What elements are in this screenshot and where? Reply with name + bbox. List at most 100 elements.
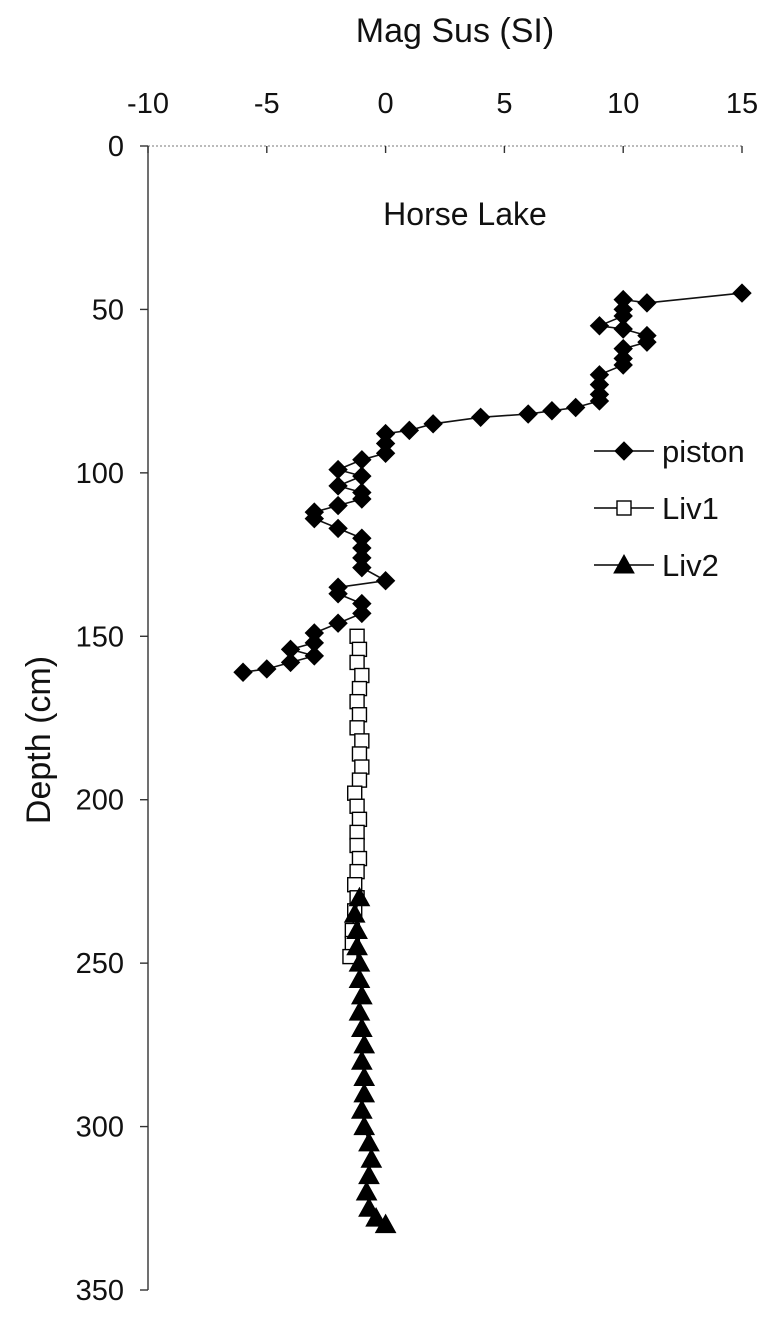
data-point-piston xyxy=(732,283,752,303)
data-point-piston xyxy=(470,407,491,427)
data-point-liv2 xyxy=(374,1213,397,1234)
data-point-liv1 xyxy=(349,863,365,880)
data-point-piston xyxy=(423,414,443,434)
x-tick-label: 0 xyxy=(378,88,394,120)
data-point-liv1 xyxy=(354,667,370,684)
data-point-piston xyxy=(328,495,348,516)
data-point-liv2 xyxy=(343,903,366,923)
x-tick-label: 10 xyxy=(607,88,639,120)
legend-marker xyxy=(614,441,634,461)
x-axis-ticks: -10 -5 0 5 10 15 xyxy=(127,88,758,153)
data-point-piston xyxy=(375,443,396,463)
legend-label: Liv1 xyxy=(662,491,719,526)
data-point-liv1 xyxy=(351,772,368,788)
data-point-liv2 xyxy=(348,968,371,988)
series-piston xyxy=(233,283,752,682)
data-point-piston xyxy=(352,450,372,470)
data-point-piston xyxy=(257,659,277,679)
data-point-liv2 xyxy=(358,1164,380,1185)
data-point-liv1 xyxy=(351,746,368,762)
data-point-piston xyxy=(304,646,325,666)
data-point-piston xyxy=(613,355,633,375)
data-point-liv1 xyxy=(349,720,365,736)
data-point-piston xyxy=(280,652,301,673)
data-point-liv1 xyxy=(354,733,370,749)
data-point-piston xyxy=(328,584,348,604)
data-point-liv2 xyxy=(353,1033,376,1054)
data-point-liv2 xyxy=(348,1001,371,1021)
data-point-liv2 xyxy=(350,1099,373,1119)
y-tick-label: 250 xyxy=(76,948,124,980)
y-tick-label: 100 xyxy=(76,458,124,490)
data-point-liv1 xyxy=(349,837,365,854)
data-point-piston xyxy=(352,466,372,486)
data-point-liv2 xyxy=(365,1207,387,1227)
data-point-liv1 xyxy=(351,707,368,723)
y-tick-label: 300 xyxy=(76,1112,124,1144)
data-point-liv1 xyxy=(351,850,368,867)
data-point-piston xyxy=(542,401,562,421)
data-point-piston xyxy=(328,476,348,496)
data-point-piston xyxy=(375,571,396,591)
data-point-piston xyxy=(328,613,348,633)
data-point-liv1 xyxy=(349,798,365,814)
legend-label: Liv2 xyxy=(662,548,719,583)
data-point-piston xyxy=(352,489,372,509)
data-point-piston xyxy=(613,319,633,339)
data-point-piston xyxy=(304,508,325,529)
legend-label: piston xyxy=(662,434,745,469)
y-tick-label: 50 xyxy=(92,294,124,326)
data-point-liv2 xyxy=(350,1017,373,1038)
data-point-liv2 xyxy=(360,1148,383,1168)
data-point-piston xyxy=(233,662,253,682)
data-point-liv2 xyxy=(355,1180,378,1201)
series-layer xyxy=(233,283,752,1234)
data-point-piston xyxy=(328,518,348,539)
data-point-piston xyxy=(589,391,610,411)
legend-item-liv2: Liv2 xyxy=(594,548,719,583)
data-point-piston xyxy=(565,397,586,418)
y-tick-label: 150 xyxy=(76,621,124,653)
data-point-liv1 xyxy=(354,759,370,775)
legend-marker xyxy=(613,553,635,574)
data-point-liv2 xyxy=(346,935,368,956)
data-point-liv1 xyxy=(351,680,368,697)
series-liv2 xyxy=(343,886,397,1234)
data-point-piston xyxy=(399,420,420,441)
data-point-liv1 xyxy=(349,693,365,710)
data-point-liv2 xyxy=(353,1115,376,1136)
data-point-liv1 xyxy=(349,628,365,644)
data-point-liv2 xyxy=(358,1131,380,1152)
data-point-piston xyxy=(637,332,657,352)
data-point-piston xyxy=(352,557,372,578)
x-axis-title: Mag Sus (SI) xyxy=(356,12,554,50)
data-point-liv2 xyxy=(353,1066,376,1087)
legend: piston Liv1 Liv2 xyxy=(594,434,745,583)
y-axis-title: Depth (cm) xyxy=(20,656,58,824)
data-point-piston xyxy=(589,316,610,336)
data-point-liv2 xyxy=(348,886,371,907)
x-tick-label: -5 xyxy=(254,88,280,120)
y-axis-ticks: 0 50 100 150 200 250 300 350 xyxy=(76,131,148,1307)
legend-marker xyxy=(616,500,632,516)
x-tick-label: 15 xyxy=(726,88,758,120)
data-point-liv1 xyxy=(347,785,363,801)
data-point-liv1 xyxy=(351,811,368,828)
legend-item-liv1: Liv1 xyxy=(594,491,719,526)
y-tick-label: 200 xyxy=(76,785,124,817)
y-tick-label: 350 xyxy=(76,1275,124,1307)
x-tick-label: -10 xyxy=(127,88,169,120)
x-tick-label: 5 xyxy=(496,88,512,120)
data-point-piston xyxy=(352,603,372,624)
data-point-piston xyxy=(328,459,348,480)
data-point-liv1 xyxy=(351,641,368,658)
data-point-piston xyxy=(637,293,657,313)
data-point-liv2 xyxy=(353,1082,376,1103)
series-line-piston xyxy=(242,292,743,673)
y-tick-label: 0 xyxy=(108,131,124,163)
chart-title: Horse Lake xyxy=(383,196,547,232)
data-point-liv1 xyxy=(349,654,365,671)
legend-item-piston: piston xyxy=(594,434,745,469)
data-point-liv1 xyxy=(349,824,365,841)
